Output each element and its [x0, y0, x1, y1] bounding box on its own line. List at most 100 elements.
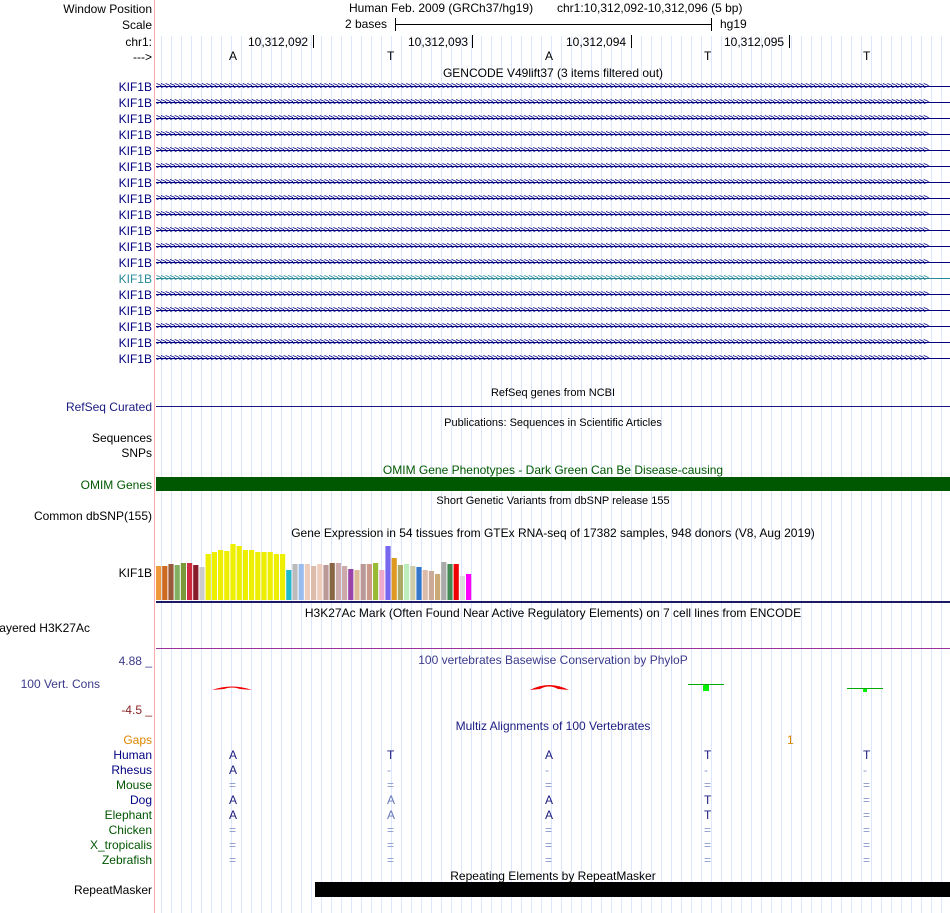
gencode-transcript-line[interactable] [156, 230, 950, 231]
gtex-bar[interactable] [280, 554, 286, 600]
gtex-bar[interactable] [453, 564, 459, 600]
publications-label[interactable]: Sequences [91, 431, 152, 445]
gencode-transcript-line[interactable] [156, 134, 950, 135]
gtex-bar[interactable] [404, 564, 410, 600]
gtex-bar[interactable] [466, 574, 472, 600]
gtex-bar[interactable] [193, 565, 199, 600]
refseq-label[interactable]: RefSeq Curated [65, 400, 152, 414]
gtex-bar[interactable] [286, 570, 292, 600]
gtex-bar[interactable] [311, 566, 317, 600]
gencode-transcript-line[interactable] [156, 118, 950, 119]
gtex-title[interactable]: Gene Expression in 54 tissues from GTEx … [291, 526, 815, 540]
refseq-gene-line[interactable] [156, 406, 950, 407]
gtex-bar[interactable] [447, 564, 453, 600]
gtex-bar[interactable] [385, 546, 391, 600]
gencode-row-label[interactable]: KIF1B [118, 128, 152, 142]
gtex-bar[interactable] [373, 563, 379, 600]
strand-label[interactable]: ---> [133, 50, 152, 64]
dbsnp-title[interactable]: Short Genetic Variants from dbSNP releas… [436, 495, 670, 507]
gtex-bar[interactable] [428, 571, 434, 600]
h3k27ac-baseline[interactable] [156, 648, 950, 649]
gencode-row-label[interactable]: KIF1B [118, 160, 152, 174]
gtex-bar[interactable] [218, 550, 224, 600]
gencode-transcript-line[interactable] [156, 166, 950, 167]
gencode-row-label[interactable]: KIF1B [118, 352, 152, 366]
gencode-transcript-line[interactable] [156, 102, 950, 103]
gencode-row-label[interactable]: KIF1B [118, 336, 152, 350]
multiz-species-label[interactable]: Elephant [104, 808, 152, 822]
gencode-transcript-line[interactable] [156, 150, 950, 151]
omim-title[interactable]: OMIM Gene Phenotypes - Dark Green Can Be… [382, 463, 724, 477]
gencode-row-label[interactable]: KIF1B [118, 304, 152, 318]
gtex-bar[interactable] [459, 576, 465, 600]
h3k27ac-title[interactable]: H3K27Ac Mark (Often Found Near Active Re… [304, 606, 802, 620]
gencode-transcript-line[interactable] [156, 342, 950, 343]
gtex-bar[interactable] [242, 550, 248, 600]
gtex-bar[interactable] [416, 567, 422, 600]
gtex-bar[interactable] [211, 552, 217, 600]
gencode-row-label[interactable]: KIF1B [118, 96, 152, 110]
multiz-species-label[interactable]: Human [113, 748, 152, 762]
gtex-bar[interactable] [298, 564, 304, 600]
gencode-transcript-line[interactable] [156, 246, 950, 247]
gtex-gene-line[interactable] [156, 601, 950, 603]
gtex-bar[interactable] [323, 565, 329, 600]
multiz-title[interactable]: Multiz Alignments of 100 Vertebrates [455, 719, 651, 733]
gtex-bar[interactable] [335, 563, 341, 600]
omim-label[interactable]: OMIM Genes [80, 478, 152, 492]
gtex-bar[interactable] [249, 550, 255, 600]
gtex-label[interactable]: KIF1B [118, 566, 152, 580]
gtex-bar[interactable] [410, 566, 416, 600]
gencode-title[interactable]: GENCODE V49lift37 (3 items filtered out) [442, 66, 664, 80]
gtex-bar[interactable] [267, 552, 273, 600]
multiz-species-label[interactable]: Mouse [115, 778, 152, 792]
gtex-bar[interactable] [317, 564, 323, 600]
gencode-transcript-line[interactable] [156, 198, 950, 199]
dbsnp-label[interactable]: Common dbSNP(155) [33, 509, 152, 523]
repeatmasker-title[interactable]: Repeating Elements by RepeatMasker [450, 869, 656, 883]
gencode-row-label[interactable]: KIF1B [118, 80, 152, 94]
gtex-bar[interactable] [304, 564, 310, 600]
multiz-species-label[interactable]: Chicken [108, 823, 152, 837]
gencode-row-label[interactable]: KIF1B [118, 176, 152, 190]
multiz-species-label[interactable]: Zebrafish [101, 853, 152, 867]
gtex-bar[interactable] [329, 563, 335, 600]
h3k27ac-label[interactable]: Layered H3K27Ac [0, 621, 90, 635]
gtex-bar[interactable] [354, 570, 360, 600]
publications-title[interactable]: Publications: Sequences in Scientific Ar… [444, 417, 662, 429]
gtex-bar[interactable] [224, 551, 230, 600]
gtex-bar[interactable] [230, 544, 236, 600]
gtex-bar[interactable] [441, 562, 447, 600]
multiz-species-label[interactable]: Rhesus [111, 763, 152, 777]
gtex-bar[interactable] [397, 565, 403, 600]
gaps-label[interactable]: Gaps [123, 733, 152, 747]
gtex-bar[interactable] [360, 564, 366, 600]
phylop-label[interactable]: 100 Vert. Cons [20, 677, 100, 691]
gtex-bar[interactable] [342, 566, 348, 600]
gtex-bar[interactable] [391, 558, 397, 600]
gencode-row-label[interactable]: KIF1B [118, 240, 152, 254]
repeatmasker-feature-bar[interactable] [315, 882, 950, 897]
gencode-row-label[interactable]: KIF1B [118, 112, 152, 126]
gencode-row-label[interactable]: KIF1B [118, 288, 152, 302]
gtex-bar[interactable] [422, 570, 428, 600]
gtex-bar[interactable] [379, 570, 385, 600]
multiz-species-label[interactable]: Dog [129, 793, 152, 807]
gencode-transcript-line[interactable] [156, 278, 950, 279]
gtex-bar[interactable] [292, 564, 298, 600]
gencode-transcript-line[interactable] [156, 310, 950, 311]
gtex-bar[interactable] [180, 563, 186, 600]
gtex-bar[interactable] [261, 552, 267, 600]
gencode-row-label[interactable]: KIF1B [118, 320, 152, 334]
gtex-bar[interactable] [187, 563, 193, 600]
gtex-bar[interactable] [205, 554, 211, 600]
gencode-row-label[interactable]: KIF1B [118, 272, 152, 286]
gencode-row-label[interactable]: KIF1B [118, 144, 152, 158]
gtex-bar[interactable] [255, 552, 261, 600]
gtex-bar[interactable] [236, 546, 242, 600]
repeatmasker-label[interactable]: RepeatMasker [73, 883, 152, 897]
gtex-bar[interactable] [156, 566, 162, 600]
gencode-row-label[interactable]: KIF1B [118, 256, 152, 270]
